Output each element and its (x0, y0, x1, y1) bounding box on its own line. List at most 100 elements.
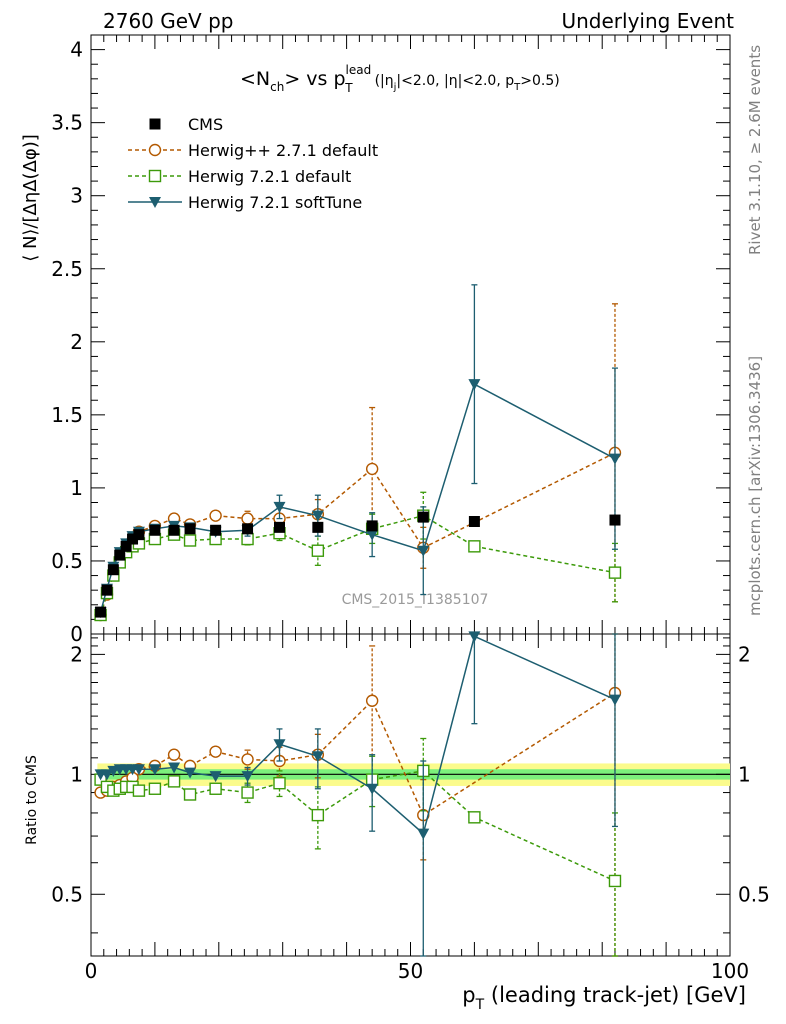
y-tick-label: 4 (70, 38, 83, 62)
analysis-watermark: CMS_2015_I1385107 (342, 592, 489, 608)
main-plot-data (94, 284, 622, 622)
mcplots-label: mcplots.cern.ch [arXiv:1306.3436] (746, 356, 764, 616)
ratio-y-tick-label: 0.5 (51, 882, 83, 906)
legend-marker (149, 197, 161, 208)
data-point-cms (210, 524, 222, 536)
data-point-cms (184, 523, 196, 535)
y-tick-label: 0 (70, 622, 83, 646)
data-point-herwig721 (167, 775, 181, 788)
data-point-cms (417, 511, 429, 523)
data-point-herwig721 (132, 784, 146, 797)
main-y-axis-label: ⟨ N⟩/[ΔηΔ(Δφ)] (20, 134, 41, 262)
data-point-herwig721 (209, 782, 222, 795)
data-point-herwig721 (148, 782, 162, 795)
series-line-herwig721 (99, 514, 616, 616)
ratio-y-axis-label: Ratio to CMS (24, 755, 40, 845)
data-point-softtune (148, 764, 161, 776)
data-point-herwig721 (608, 566, 622, 579)
data-point-herwig721 (183, 788, 197, 801)
data-point-herwig721 (608, 874, 622, 888)
legend-marker (149, 118, 161, 130)
data-point-softtune (366, 783, 379, 795)
data-point-herwig721 (273, 777, 286, 790)
x-tick-label: 0 (85, 959, 98, 983)
legend-label: Herwig 7.2.1 default (188, 167, 351, 186)
data-point-softtune (417, 545, 430, 557)
header-right: Underlying Event (561, 9, 734, 33)
series-cms (95, 511, 621, 618)
data-point-softtune (311, 751, 324, 763)
data-point-herwigpp (365, 694, 379, 707)
data-point-softtune (608, 694, 621, 706)
ratio-y-tick-label: 2 (70, 642, 83, 666)
data-point-cms (149, 524, 161, 536)
legend-entry-herwig721: Herwig 7.2.1 default (128, 167, 351, 186)
legend-label: Herwig++ 2.7.1 default (188, 141, 378, 160)
data-point-herwig721 (241, 786, 254, 799)
data-point-cms (468, 516, 480, 528)
data-point-softtune (100, 769, 113, 781)
ratio-y-tick-label-right: 1 (738, 762, 751, 786)
series-herwigpp (94, 303, 622, 622)
y-tick-label: 2 (70, 330, 83, 354)
data-point-herwigpp (241, 512, 254, 525)
legend-marker (148, 143, 162, 157)
legend-label: CMS (188, 115, 223, 134)
data-point-cms (274, 521, 286, 533)
data-point-cms (107, 564, 119, 576)
data-point-cms (120, 540, 132, 552)
main-title: <Nch> vs plead T (|ηj|<2.0, |η|<2.0, pT>0.… (240, 63, 560, 95)
data-point-herwigpp (209, 509, 222, 522)
legend: CMS Herwig++ 2.7.1 default Herwig 7.2.1 de… (128, 115, 378, 212)
data-point-softtune (468, 379, 481, 391)
ratio-y-tick-label-right: 0.5 (738, 882, 770, 906)
data-point-cms (168, 524, 180, 536)
data-point-cms (127, 533, 139, 545)
data-point-herwigpp (241, 753, 254, 766)
data-point-cms (242, 523, 254, 535)
data-point-herwigpp (365, 462, 379, 476)
series-line-softtune (100, 635, 616, 835)
series-herwigpp (94, 633, 622, 957)
data-point-softtune (468, 631, 481, 643)
data-point-cms (114, 549, 126, 561)
data-point-cms (609, 514, 621, 526)
data-point-softtune (209, 771, 222, 783)
series-softtune (94, 284, 621, 619)
data-point-herwig721 (468, 811, 481, 824)
data-point-softtune (132, 764, 145, 776)
x-axis-label: pT (leading track-jet) [GeV] (462, 983, 746, 1013)
data-point-softtune (417, 828, 430, 840)
data-point-cms (133, 529, 145, 541)
data-point-softtune (366, 529, 379, 541)
ratio-y-tick-label-right: 2 (738, 642, 751, 666)
rivet-version-label: Rivet 3.1.10, ≥ 2.6M events (746, 45, 764, 255)
ratio-plot-data (94, 631, 622, 957)
y-tick-label: 1.5 (51, 403, 83, 427)
data-point-softtune (608, 453, 621, 465)
main-axis-ticks: 0 0.5 1 1.5 2 2.5 3 3.5 4 (51, 35, 731, 646)
data-point-herwig721 (468, 540, 481, 553)
y-tick-label: 3.5 (51, 111, 83, 135)
data-point-cms (312, 521, 324, 533)
data-point-softtune (273, 739, 286, 751)
legend-marker (148, 169, 162, 183)
series-softtune (94, 631, 621, 957)
data-point-cms (366, 520, 378, 532)
data-point-softtune (168, 762, 181, 774)
y-tick-label: 0.5 (51, 549, 83, 573)
series-line-softtune (99, 383, 616, 613)
data-point-softtune (273, 501, 286, 513)
data-point-cms (101, 584, 113, 596)
legend-entry-cms: CMS (149, 115, 223, 134)
x-tick-label: 100 (711, 959, 749, 983)
data-point-herwig721 (183, 534, 197, 547)
data-point-softtune (241, 771, 254, 783)
y-tick-label: 2.5 (51, 257, 83, 281)
data-point-softtune (184, 767, 197, 779)
ratio-y-tick-label: 1 (70, 762, 83, 786)
legend-entry-softtune: Herwig 7.2.1 softTune (128, 193, 362, 212)
data-point-herwigpp (209, 745, 222, 758)
legend-label: Herwig 7.2.1 softTune (188, 193, 362, 212)
